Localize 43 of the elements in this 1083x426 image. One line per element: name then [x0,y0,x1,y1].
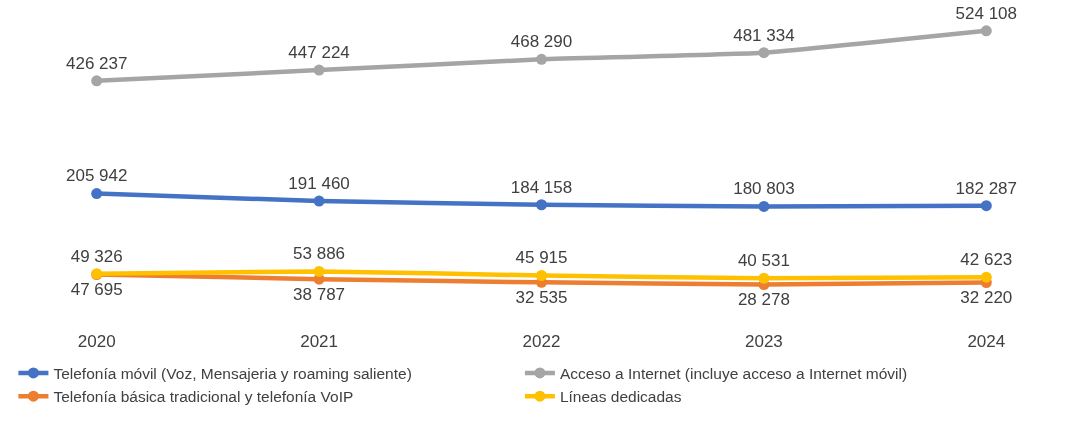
data-label: 184 158 [510,177,573,197]
x-tick-label: 2020 [77,332,116,351]
legend-label: Acceso a Internet (incluye acceso a Internet móvil) [559,365,908,383]
data-label: 191 460 [288,173,350,193]
data-label: 49 326 [70,246,123,266]
data-label: 524 108 [955,3,1018,23]
x-tick-label: 2024 [967,332,1006,351]
data-label: 481 334 [733,25,795,45]
data-label: 426 237 [65,53,128,73]
point [313,195,325,207]
legend-label: Líneas dedicadas [559,388,682,406]
data-label: 468 290 [510,32,573,52]
point [91,188,103,200]
point [536,270,547,281]
point [980,271,992,283]
data-label: 32 535 [515,287,568,307]
legend-label: Telefonía básica tradicional y telefonía VoIP [53,388,354,406]
x-tick-label: 2022 [522,332,561,351]
point [536,53,547,65]
point [313,64,325,76]
data-label: 447 224 [288,42,350,62]
point [536,199,547,211]
data-label: 182 287 [955,178,1018,198]
data-label: 42 623 [960,250,1013,270]
point [313,265,325,277]
point [91,75,103,87]
point [758,200,770,212]
point [758,272,770,284]
data-label: 180 803 [733,179,795,199]
data-label: 28 278 [737,290,790,310]
data-label: 38 787 [293,284,346,304]
point [758,47,770,59]
x-tick-label: 2023 [745,332,783,351]
x-tick-label: 2021 [300,332,338,351]
data-label: 53 886 [293,244,346,264]
data-label: 47 695 [70,280,123,300]
data-label: 32 220 [960,288,1013,308]
data-label: 205 942 [65,166,128,186]
data-label: 40 531 [737,251,790,271]
point [980,200,992,212]
legend-label: Telefonía móvil (Voz, Mensajeria y roaming saliente) [53,365,412,383]
data-label: 45 915 [515,248,568,268]
point [980,25,992,37]
